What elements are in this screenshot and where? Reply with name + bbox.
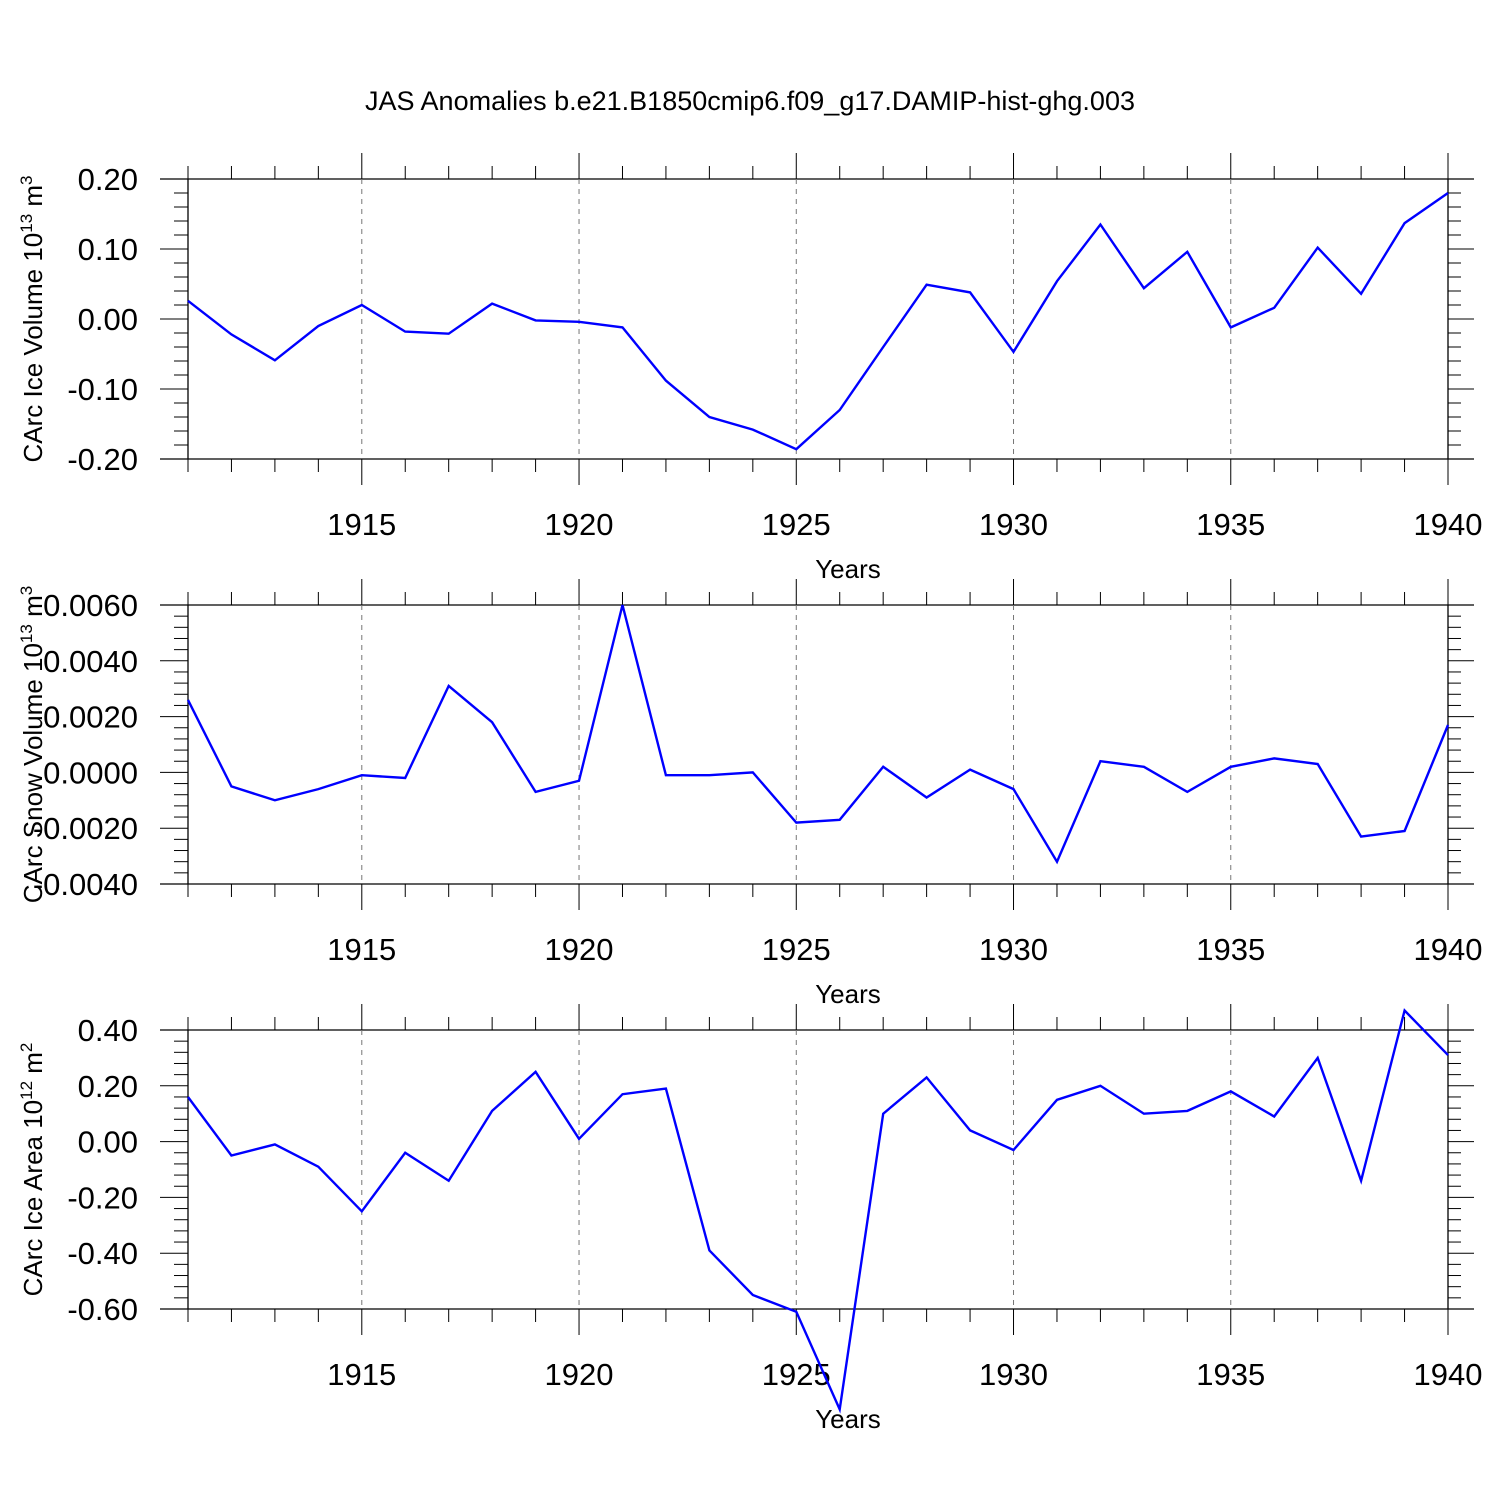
x-tick-label: 1925 [762,507,831,542]
x-tick-label: 1925 [762,1357,831,1392]
x-axis-label: Years [815,979,881,1009]
x-tick-label: 1935 [1196,507,1265,542]
chart-panel-2: 1915 1920 1925 1930 1935 1940 -0.0040 -0.0020 0.… [17,579,1482,1009]
x-tick-label: 1940 [1414,1357,1483,1392]
series-line [186,604,1450,865]
x-axis-label: Years [815,1404,881,1434]
y-tick-label: -0.20 [67,1180,138,1215]
x-tick-label: 1925 [762,932,831,967]
y-axis-label: CArc Snow Volume 1013 m3 [17,586,48,903]
y-tick-label: 0.40 [78,1013,138,1048]
y-tick-label: 0.00 [78,1125,138,1160]
y-tick-label: 0.0020 [43,700,138,735]
figure-title: JAS Anomalies b.e21.B1850cmip6.f09_g17.D… [365,86,1135,116]
series-line [187,192,1449,451]
x-tick-label: 1935 [1196,1357,1265,1392]
series-line [187,1008,1449,1414]
y-tick-label: 0.20 [78,1069,138,1104]
x-tick-label: 1920 [545,507,614,542]
x-axis-label: Years [815,554,881,584]
x-tick-label: 1915 [327,507,396,542]
y-tick-label: 0.0000 [43,755,138,790]
x-tick-label: 1935 [1196,932,1265,967]
chart-panel-1: 1915 1920 1925 1930 1935 1940 -0.20 -0.10 0.00 0.… [17,153,1482,584]
x-tick-label: 1930 [979,932,1048,967]
y-tick-label: 0.00 [78,302,138,337]
x-tick-label: 1940 [1414,507,1483,542]
y-tick-label: -0.20 [67,442,138,477]
x-tick-label: 1940 [1414,932,1483,967]
y-tick-label: -0.60 [67,1292,138,1327]
y-tick-label: 0.0060 [43,588,138,623]
x-tick-label: 1920 [545,1357,614,1392]
y-axis-label: CArc Ice Volume 1013 m3 [17,175,48,462]
x-tick-label: 1915 [327,932,396,967]
x-tick-label: 1915 [327,1357,396,1392]
chart-panel-3: 1915 1920 1925 1930 1935 1940 -0.60 -0.40 -0.20 0… [17,1004,1482,1434]
y-tick-label: -0.0020 [33,811,138,846]
y-axis-label: CArc Ice Area 1012 m2 [17,1043,48,1297]
y-tick-label: 0.10 [78,232,138,267]
x-tick-label: 1930 [979,1357,1048,1392]
y-tick-label: -0.10 [67,372,138,407]
y-tick-label: 0.0040 [43,644,138,679]
y-tick-label: -0.40 [67,1236,138,1271]
y-tick-label: -0.0040 [33,867,138,902]
y-tick-label: 0.20 [78,162,138,197]
x-tick-label: 1920 [545,932,614,967]
x-tick-label: 1930 [979,507,1048,542]
